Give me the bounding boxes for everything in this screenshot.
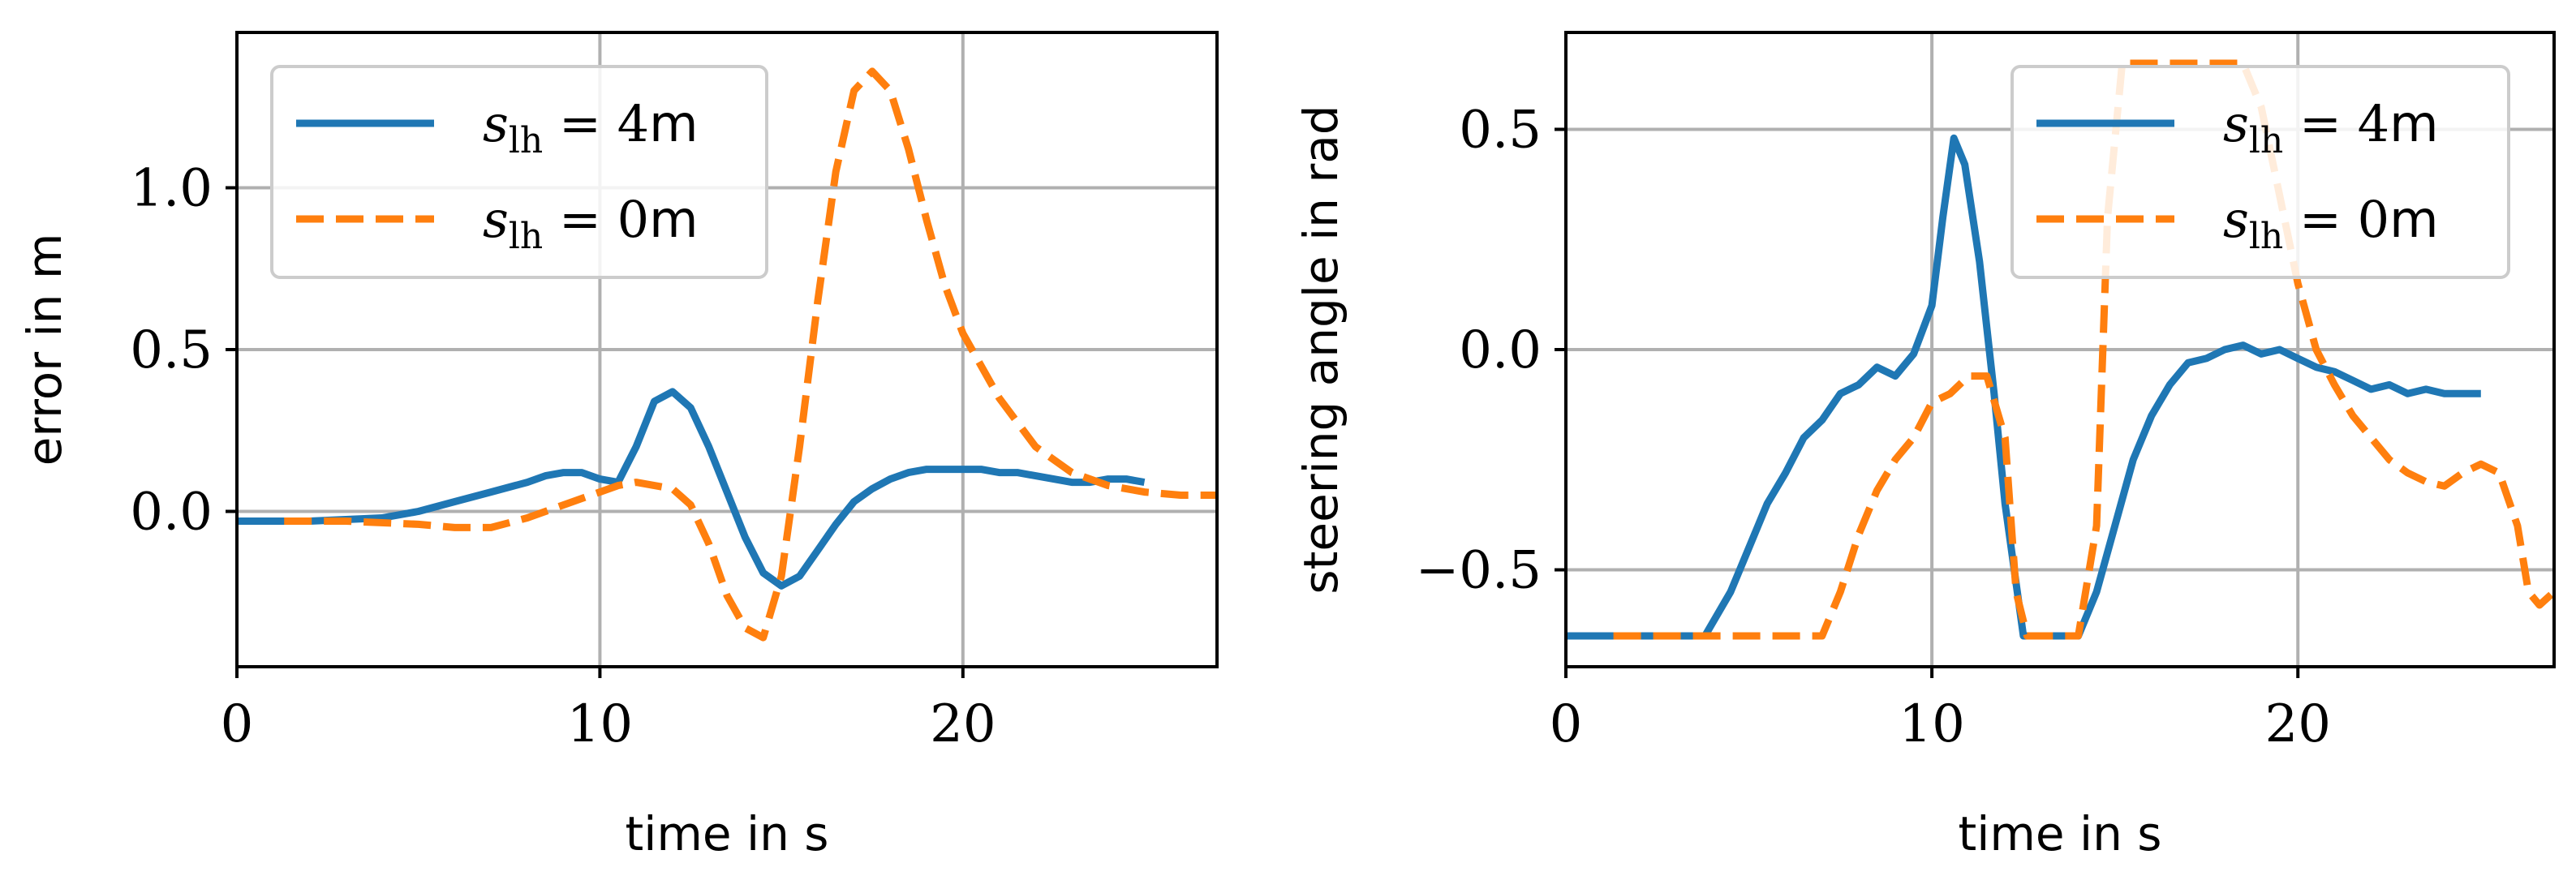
legend-label-2: slh = 0m: [2223, 190, 2438, 257]
x-axis-label: time in s: [625, 806, 828, 861]
legend-box: [2010, 65, 2510, 279]
legend: slh = 4m slh = 0m: [270, 65, 768, 279]
y-tick-label: 0.0: [130, 482, 213, 542]
series-line-2: [1613, 59, 2554, 640]
x-axis-label: time in s: [1958, 806, 2161, 861]
y-tick-label: 0.5: [130, 320, 213, 380]
legend-box: [270, 65, 768, 279]
x-tick-label: 20: [2265, 694, 2331, 754]
x-tick-label: 20: [930, 694, 996, 754]
legend-label-1: slh = 4m: [2223, 94, 2438, 161]
y-tick-label: 1.0: [130, 159, 213, 219]
series-line-2: [284, 67, 1217, 642]
legend: slh = 4m slh = 0m: [2010, 65, 2510, 279]
x-tick-label: 10: [1899, 694, 1964, 754]
y-tick-label: −0.5: [1416, 541, 1542, 601]
x-tick-label: 0: [1550, 694, 1583, 754]
legend-label-2: slh = 0m: [483, 190, 698, 257]
chart-1: 0 10 20 0.0 0.5 1.0 time in s error in m slh = 4…: [17, 31, 1219, 861]
x-tick-label: 0: [221, 694, 254, 754]
y-axis-label: error in m: [17, 234, 72, 466]
chart-2: 0 10 20 −0.5 0.0 0.5 time in s steering angle i…: [1293, 31, 2556, 861]
y-tick-label: 0.5: [1459, 100, 1542, 160]
y-axis-label: steering angle in rad: [1293, 105, 1348, 594]
y-tick-label: 0.0: [1459, 320, 1542, 380]
legend-label-1: slh = 4m: [483, 94, 698, 161]
x-tick-label: 10: [567, 694, 633, 754]
series-line-1: [237, 388, 1146, 590]
